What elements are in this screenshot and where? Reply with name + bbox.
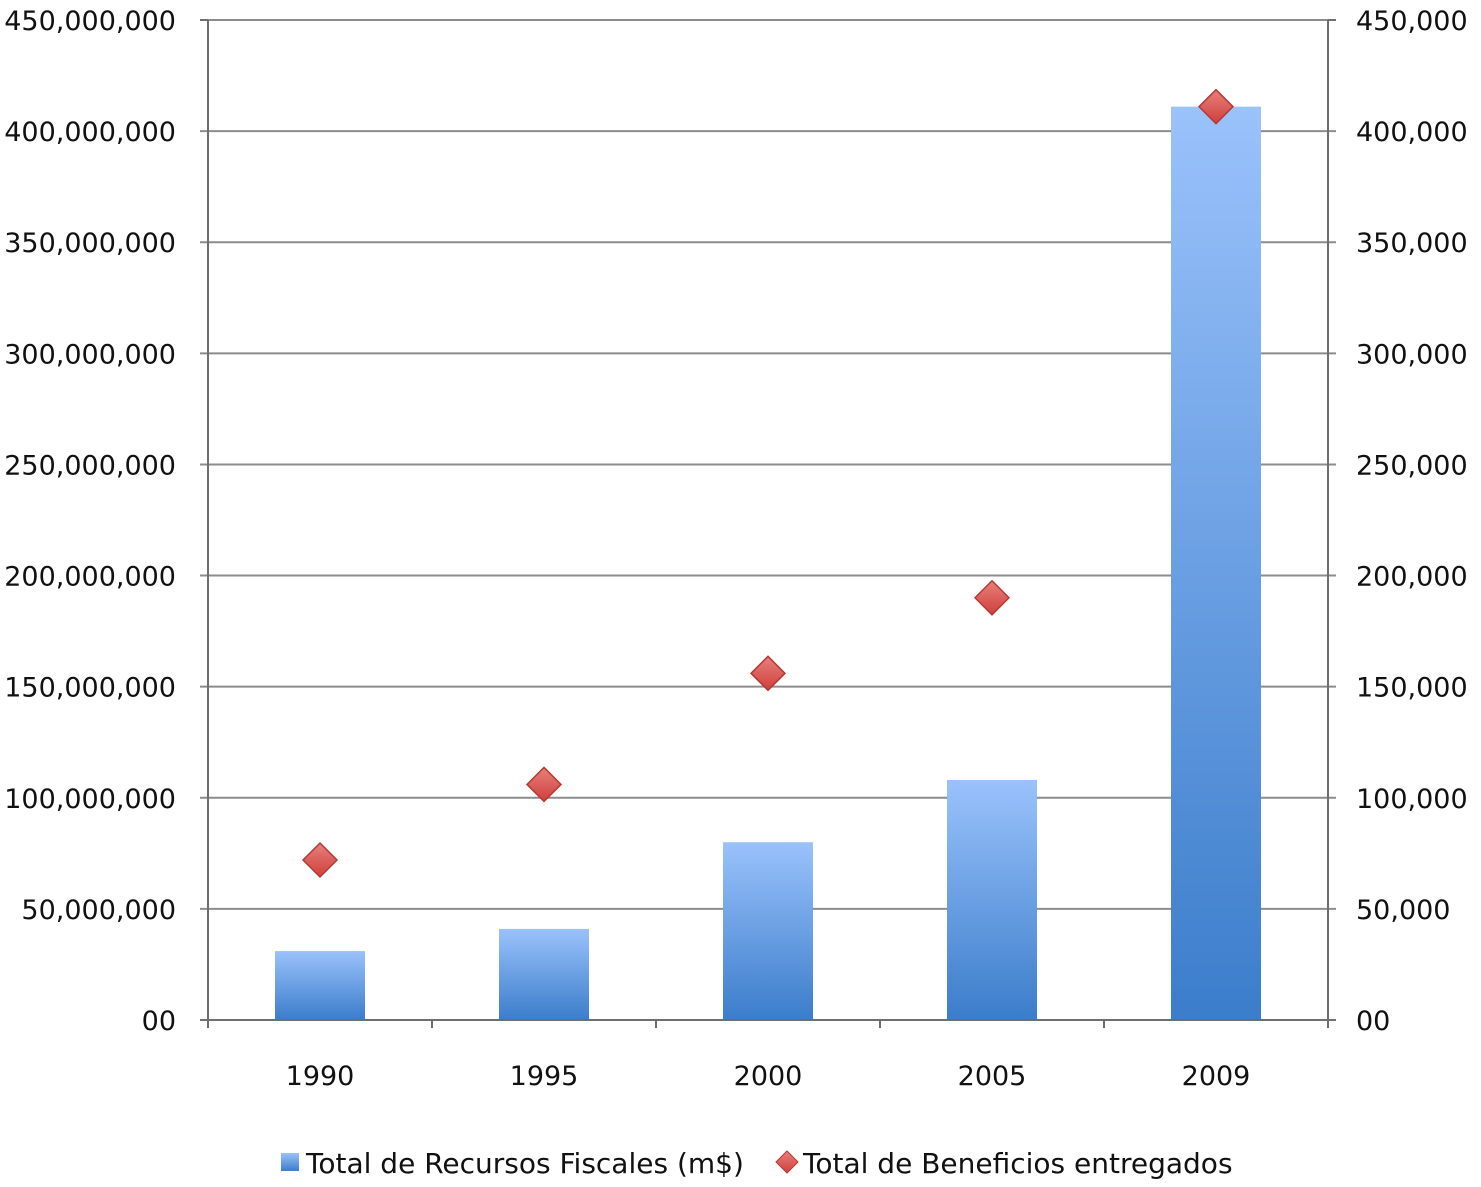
left-tick-label: 350,000,000 [4,228,176,259]
bar-2000 [723,842,813,1020]
x-tick-label: 1995 [510,1061,579,1092]
bar-2009 [1171,106,1261,1020]
gridlines [200,19,1336,910]
legend-marker-label: Total de Beneficios entregados [802,1147,1233,1180]
marker-1990 [301,841,339,879]
right-tick-label: 200,000 [1356,562,1468,593]
right-tick-label: 450,000 [1356,6,1468,37]
x-tick-label: 2005 [958,1061,1027,1092]
right-tick-label: 300,000 [1356,339,1468,370]
right-tick-label: 100,000 [1356,784,1468,815]
left-tick-label: 150,000,000 [4,673,176,704]
legend: Total de Recursos Fiscales (m$) Total de … [281,1147,1233,1180]
marker-2005 [973,579,1011,616]
legend-diamond-icon [775,1150,799,1174]
right-tick-label: 350,000 [1356,228,1468,259]
right-tick-label: 150,000 [1356,673,1468,704]
right-tick-label: 250,000 [1356,450,1468,481]
left-tick-label: 450,000,000 [4,6,176,37]
marker-1995 [525,766,563,803]
x-axis-tick-labels: 1990 1995 2000 2005 2009 [286,1061,1251,1092]
legend-bar-label: Total de Recursos Fiscales (m$) [305,1147,744,1180]
right-tick-label: 00 [1356,1006,1390,1037]
x-tick-label: 1990 [286,1061,355,1092]
left-tick-label: 400,000,000 [4,117,176,148]
left-tick-label: 250,000,000 [4,450,176,481]
left-tick-label: 00 [142,1006,176,1037]
x-tick-label: 2000 [734,1061,803,1092]
marker-2000 [749,655,787,692]
bar-1990 [275,951,365,1020]
left-tick-label: 100,000,000 [4,784,176,815]
x-tick-label: 2009 [1182,1061,1251,1092]
legend-bar-swatch [281,1153,299,1171]
right-axis-tick-labels: 00 50,000 100,000 150,000 200,000 250,000 300,… [1356,6,1468,1037]
left-tick-label: 200,000,000 [4,562,176,593]
bars [275,106,1261,1020]
right-tick-label: 50,000 [1356,895,1450,926]
bar-1995 [499,928,589,1020]
left-tick-label: 300,000,000 [4,339,176,370]
axes [200,19,1336,1028]
left-axis-tick-labels: 00 50,000,000 100,000,000 150,000,000 200,00… [4,6,176,1037]
markers [301,88,1235,879]
right-tick-label: 400,000 [1356,117,1468,148]
left-tick-label: 50,000,000 [21,895,176,926]
bar-2005 [947,780,1037,1020]
marker-2009 [1197,88,1235,125]
